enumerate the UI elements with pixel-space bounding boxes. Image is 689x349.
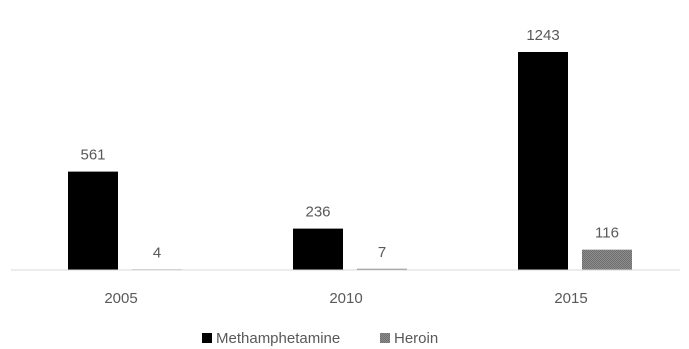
legend: Methamphetamine Heroin [202, 330, 438, 347]
value-labels-group: 561 4 236 7 1243 116 [80, 27, 618, 261]
data-label-heroin-2010: 7 [378, 244, 386, 261]
x-tick-labels-group: 2005 2010 2015 [104, 290, 587, 307]
data-label-heroin-2015: 116 [595, 225, 619, 242]
legend-swatch-methamphetamine [202, 333, 212, 343]
data-label-methamphetamine-2015: 1243 [526, 27, 559, 44]
data-label-heroin-2005: 4 [153, 244, 161, 261]
legend-label-heroin: Heroin [394, 330, 438, 347]
bar-methamphetamine-2005 [68, 171, 118, 270]
bar-methamphetamine-2010 [293, 228, 343, 270]
x-tick-label-2005: 2005 [104, 290, 137, 307]
bar-heroin-2010 [357, 268, 407, 270]
legend-swatch-heroin [380, 333, 390, 343]
data-label-methamphetamine-2010: 236 [305, 204, 330, 221]
legend-label-methamphetamine: Methamphetamine [216, 330, 340, 347]
bar-heroin-2015 [582, 249, 632, 270]
x-tick-label-2015: 2015 [554, 290, 587, 307]
bar-methamphetamine-2015 [518, 52, 568, 270]
bars-group [68, 52, 632, 270]
x-tick-label-2010: 2010 [329, 290, 362, 307]
data-label-methamphetamine-2005: 561 [80, 147, 105, 164]
